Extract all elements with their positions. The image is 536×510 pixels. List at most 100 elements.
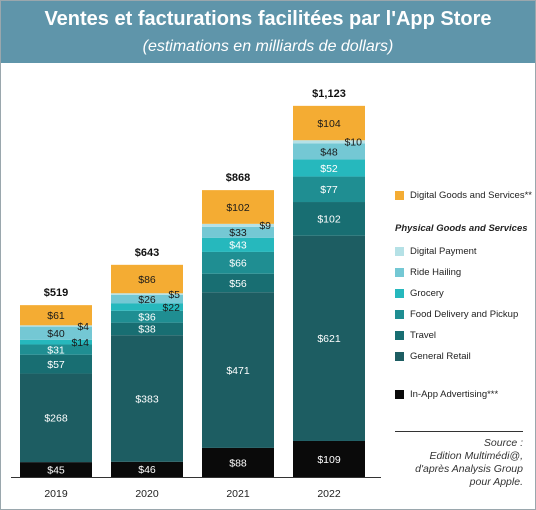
source-line-2: Edition Multimédi@, bbox=[429, 450, 523, 462]
data-label-grocery-2022: $52 bbox=[320, 163, 338, 175]
data-label-ride-hailing-2019: $40 bbox=[47, 328, 65, 340]
bar-segment-ride-hailing-2022 bbox=[293, 143, 365, 160]
data-label-in-app-advertising-2020: $46 bbox=[138, 464, 156, 476]
data-label-in-app-advertising-2019: $45 bbox=[47, 464, 65, 476]
data-label-food-delivery-and-pickup-2022: $77 bbox=[320, 184, 338, 196]
source-line-4: pour Apple. bbox=[469, 476, 523, 488]
total-label-2019: $519 bbox=[44, 287, 68, 299]
legend-label-travel: Travel bbox=[410, 329, 437, 341]
legend-label-ride-hailing: Ride Hailing bbox=[410, 266, 462, 278]
data-label-digital-payment-2022: $10 bbox=[344, 137, 362, 149]
bar-segment-food-delivery-and-pickup-2019 bbox=[20, 344, 92, 355]
bar-segment-in-app-advertising-2020 bbox=[111, 461, 183, 477]
bar-segment-travel-2020 bbox=[111, 322, 183, 336]
legend-item-grocery: Grocery bbox=[395, 286, 444, 300]
legend-label-in-app-advertising: In-App Advertising*** bbox=[410, 388, 499, 400]
data-label-digital-goods-and-services-2019: $61 bbox=[47, 310, 65, 322]
legend-swatch-in-app-advertising bbox=[395, 389, 404, 399]
data-label-general-retail-2019: $268 bbox=[44, 413, 68, 425]
bar-segment-digital-goods-and-services-2019 bbox=[20, 305, 92, 326]
bar-segment-digital-payment-2022 bbox=[293, 140, 365, 144]
legend-swatch-digital-goods bbox=[395, 190, 404, 200]
data-label-in-app-advertising-2022: $109 bbox=[317, 454, 341, 466]
data-label-grocery-2019: $14 bbox=[71, 337, 89, 349]
bar-segment-grocery-2020 bbox=[111, 303, 183, 311]
bar-segment-general-retail-2019 bbox=[20, 373, 92, 463]
data-label-in-app-advertising-2021: $88 bbox=[229, 457, 247, 469]
legend-item-travel: Travel bbox=[395, 328, 436, 342]
legend-label-grocery: Grocery bbox=[410, 287, 444, 299]
chart-subtitle: (estimations en milliards de dollars) bbox=[142, 38, 394, 55]
total-label-2020: $643 bbox=[135, 247, 159, 259]
legend-label-digital-goods: Digital Goods and Services** bbox=[410, 189, 532, 201]
bar-segment-travel-2019 bbox=[20, 354, 92, 374]
data-label-digital-goods-and-services-2020: $86 bbox=[138, 274, 156, 286]
data-label-general-retail-2020: $383 bbox=[135, 393, 159, 405]
bar-segment-grocery-2022 bbox=[293, 159, 365, 177]
legend-label-food-delivery: Food Delivery and Pickup bbox=[410, 308, 519, 320]
bar-segment-food-delivery-and-pickup-2020 bbox=[111, 310, 183, 323]
data-label-travel-2021: $56 bbox=[229, 278, 247, 290]
legend-swatch-travel bbox=[395, 330, 404, 340]
data-label-ride-hailing-2022: $48 bbox=[320, 146, 338, 158]
bar-segment-grocery-2021 bbox=[202, 237, 274, 252]
legend-swatch-ride-hailing bbox=[395, 267, 404, 277]
data-label-ride-hailing-2021: $33 bbox=[229, 227, 247, 239]
bar-segment-general-retail-2022 bbox=[293, 235, 365, 441]
legend-swatch-grocery bbox=[395, 288, 404, 298]
bar-segment-food-delivery-and-pickup-2022 bbox=[293, 176, 365, 203]
data-label-travel-2020: $38 bbox=[138, 324, 156, 336]
data-label-digital-goods-and-services-2022: $104 bbox=[317, 118, 341, 130]
bar-segment-grocery-2019 bbox=[20, 339, 92, 345]
legend-swatch-food-delivery bbox=[395, 309, 404, 319]
bar-segment-travel-2022 bbox=[293, 202, 365, 236]
x-tick-label-2022: 2022 bbox=[317, 488, 341, 500]
data-label-grocery-2021: $43 bbox=[229, 240, 247, 252]
bar-segment-food-delivery-and-pickup-2021 bbox=[202, 251, 274, 274]
source-line-1: Source : bbox=[483, 437, 523, 449]
bar-segment-in-app-advertising-2022 bbox=[293, 440, 365, 477]
data-label-general-retail-2021: $471 bbox=[226, 365, 250, 377]
data-label-digital-payment-2021: $9 bbox=[259, 220, 271, 232]
data-label-grocery-2020: $22 bbox=[162, 302, 180, 314]
bar-segment-digital-goods-and-services-2020 bbox=[111, 264, 183, 294]
bar-segment-digital-goods-and-services-2022 bbox=[293, 105, 365, 141]
legend-item-general-retail: General Retail bbox=[395, 349, 471, 363]
bar-segment-digital-payment-2021 bbox=[202, 223, 274, 227]
x-tick-label-2019: 2019 bbox=[44, 488, 68, 500]
x-tick-label-2021: 2021 bbox=[226, 488, 250, 500]
chart-header: Ventes et facturations facilitées par l'… bbox=[1, 1, 535, 63]
data-label-food-delivery-and-pickup-2020: $36 bbox=[138, 312, 156, 324]
legend-item-food-delivery: Food Delivery and Pickup bbox=[395, 307, 518, 321]
data-label-digital-payment-2020: $5 bbox=[168, 289, 180, 301]
bar-segment-travel-2021 bbox=[202, 273, 274, 293]
source-divider bbox=[395, 431, 523, 432]
bar-segment-digital-payment-2020 bbox=[111, 293, 183, 295]
data-label-digital-payment-2019: $4 bbox=[77, 321, 89, 333]
data-label-food-delivery-and-pickup-2021: $66 bbox=[229, 258, 247, 270]
bar-segment-in-app-advertising-2021 bbox=[202, 447, 274, 477]
total-label-2022: $1,123 bbox=[312, 88, 346, 100]
legend-item-ride-hailing: Ride Hailing bbox=[395, 265, 461, 279]
x-tick-label-2020: 2020 bbox=[135, 488, 159, 500]
bar-segment-general-retail-2021 bbox=[202, 292, 274, 448]
bar-segment-digital-goods-and-services-2021 bbox=[202, 190, 274, 224]
legend-swatch-digital-payment bbox=[395, 246, 404, 256]
data-label-general-retail-2022: $621 bbox=[317, 333, 341, 345]
bar-segment-ride-hailing-2019 bbox=[20, 326, 92, 340]
bar-segment-ride-hailing-2021 bbox=[202, 226, 274, 238]
stacked-bar-chart: $45 $268 $57 $31 $40 $61 $14 $4 $519 2019 $46 $383 $… bbox=[11, 88, 381, 500]
bar-segment-general-retail-2020 bbox=[111, 335, 183, 462]
data-label-travel-2019: $57 bbox=[47, 359, 65, 371]
total-label-2021: $868 bbox=[226, 172, 250, 184]
data-label-travel-2022: $102 bbox=[317, 214, 341, 226]
source-line-3: d'après Analysis Group bbox=[415, 463, 523, 475]
bar-segment-in-app-advertising-2019 bbox=[20, 462, 92, 477]
source-note: Source : Edition Multimédi@, d'après Ana… bbox=[381, 437, 523, 489]
legend-label-general-retail: General Retail bbox=[410, 350, 471, 362]
bar-segment-digital-payment-2019 bbox=[20, 325, 92, 327]
legend-heading-physical-goods: Physical Goods and Services bbox=[395, 223, 528, 234]
data-label-digital-goods-and-services-2021: $102 bbox=[226, 202, 250, 214]
legend-label-digital-payment: Digital Payment bbox=[410, 245, 477, 257]
